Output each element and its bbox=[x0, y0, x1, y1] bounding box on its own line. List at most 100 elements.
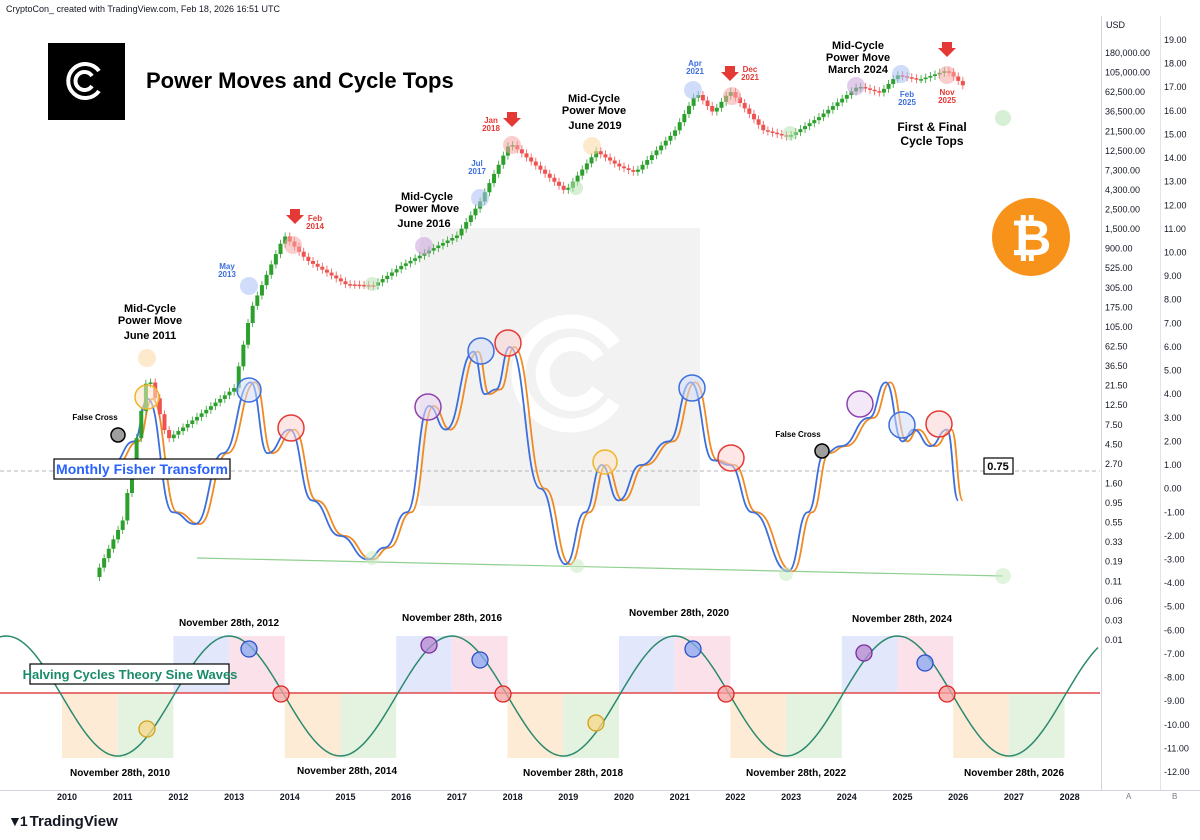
candle-body bbox=[589, 157, 594, 164]
candle-body bbox=[960, 80, 965, 86]
sine-marker bbox=[494, 685, 512, 703]
time-axis-label: 2027 bbox=[1004, 792, 1024, 802]
bitcoin-icon bbox=[992, 198, 1070, 276]
candle-body bbox=[190, 420, 195, 424]
price-axis-label: 7.50 bbox=[1105, 420, 1123, 430]
sine-marker bbox=[684, 640, 702, 658]
price-axis-label: 62.50 bbox=[1105, 342, 1128, 352]
candle-body bbox=[301, 251, 306, 257]
candle-body bbox=[329, 272, 334, 276]
price-axis-label: 21.50 bbox=[1105, 381, 1128, 391]
candle-body bbox=[626, 168, 631, 171]
fisher-transform-line bbox=[111, 346, 960, 573]
candle-body bbox=[580, 169, 585, 176]
candle-body bbox=[756, 119, 761, 125]
osc-axis-label: 14.00 bbox=[1164, 153, 1187, 163]
candle-body bbox=[431, 248, 436, 251]
candle-body bbox=[631, 170, 636, 172]
candle-body bbox=[705, 100, 710, 107]
marker-power-2019 bbox=[583, 137, 601, 155]
candle-body bbox=[561, 185, 566, 190]
candle-body bbox=[264, 274, 269, 286]
candle-body bbox=[640, 164, 645, 170]
false-cross-marker-1 bbox=[110, 427, 126, 443]
candle-body bbox=[543, 169, 548, 174]
osc-axis-label: -2.00 bbox=[1164, 531, 1185, 541]
halving-label-2022: November 28th, 2022 bbox=[746, 768, 846, 779]
candle-body bbox=[612, 160, 617, 164]
candle-body bbox=[97, 567, 102, 578]
candle-body bbox=[677, 122, 682, 131]
candle-body bbox=[519, 149, 524, 154]
sine-marker bbox=[938, 685, 956, 703]
candle-body bbox=[691, 97, 696, 106]
halving-labels: November 28th, 2012 November 28th, 2016 … bbox=[70, 608, 1064, 779]
candle-body bbox=[102, 558, 107, 568]
candle-body bbox=[501, 155, 506, 165]
osc-axis-label: -5.00 bbox=[1164, 602, 1185, 612]
candle-body bbox=[803, 126, 808, 130]
osc-axis-label: 7.00 bbox=[1164, 318, 1182, 328]
candle-body bbox=[798, 129, 803, 133]
candle-body bbox=[413, 258, 418, 261]
price-axis-label: 2,500.00 bbox=[1105, 205, 1140, 215]
halving-box-orange bbox=[284, 693, 341, 758]
annotation-nov-2025-b: 2025 bbox=[938, 96, 956, 105]
time-axis-label: 2011 bbox=[113, 792, 133, 802]
annotation-mid-cycle-2016-title: Mid-Cycle bbox=[401, 191, 453, 203]
price-axis-label: 0.33 bbox=[1105, 537, 1123, 547]
candle-body bbox=[334, 275, 339, 279]
annotation-mid-cycle-2019-sub: Power Move bbox=[562, 105, 626, 117]
candle-body bbox=[566, 187, 571, 190]
candle-body bbox=[227, 391, 232, 396]
candle-body bbox=[919, 79, 924, 81]
halving-label-2026: November 28th, 2026 bbox=[964, 768, 1064, 779]
marker-top-2025a bbox=[892, 65, 910, 83]
annotation-mid-cycle-2019-title: Mid-Cycle bbox=[568, 93, 620, 105]
candle-body bbox=[487, 183, 492, 193]
candle-body bbox=[622, 166, 626, 169]
candle-body bbox=[148, 382, 153, 384]
osc-axis-label: 11.00 bbox=[1164, 224, 1186, 234]
candle-body bbox=[868, 88, 873, 90]
price-axis-label: 0.11 bbox=[1105, 576, 1122, 586]
price-axis-label: 62,500.00 bbox=[1105, 87, 1145, 97]
candle-body bbox=[886, 83, 891, 89]
price-axis-toggle[interactable]: A bbox=[1126, 792, 1132, 801]
cryptocon-logo-icon bbox=[48, 43, 125, 120]
sine-panel-label-box bbox=[29, 663, 230, 685]
candle-body bbox=[352, 284, 357, 286]
annotation-may-2013-b: 2013 bbox=[218, 270, 236, 279]
marker-power-2024 bbox=[847, 77, 865, 95]
halving-box-green bbox=[1008, 693, 1065, 758]
osc-axis-label: 19.00 bbox=[1164, 35, 1187, 45]
annotation-first-final-a: First & Final bbox=[897, 120, 966, 134]
candle-body bbox=[106, 548, 111, 559]
bitcoin-symbol: ₿ bbox=[1011, 209, 1052, 267]
candle-body bbox=[362, 284, 367, 287]
annotation-nov-2025-a: Nov bbox=[939, 88, 955, 97]
halving-box-orange bbox=[61, 693, 118, 758]
candle-body bbox=[403, 263, 408, 266]
osc-axis: 19.00 18.00 17.00 16.00 15.00 14.00 13.00 12.00… bbox=[1164, 35, 1190, 777]
candle-body bbox=[445, 240, 450, 244]
annotation-dec-2021-b: 2021 bbox=[741, 73, 759, 82]
candle-body bbox=[816, 117, 821, 121]
candle-body bbox=[812, 120, 817, 124]
annotation-mid-cycle-2011-date: June 2011 bbox=[124, 330, 177, 342]
fisher-marker-2014 bbox=[277, 414, 305, 442]
candle-body bbox=[320, 266, 325, 270]
candle-body bbox=[250, 305, 255, 323]
annotation-jul-2017-b: 2017 bbox=[468, 167, 486, 176]
candle-body bbox=[222, 395, 227, 399]
fisher-marker-2013 bbox=[236, 377, 262, 403]
osc-axis-toggle[interactable]: B bbox=[1172, 792, 1178, 801]
candle-body bbox=[408, 260, 413, 264]
tradingview-brand[interactable]: ▼1 TradingView bbox=[8, 813, 118, 830]
osc-axis-label: -3.00 bbox=[1164, 554, 1185, 564]
candle-body bbox=[673, 130, 678, 136]
fisher-marker-2019 bbox=[592, 449, 618, 475]
time-axis-label: 2026 bbox=[948, 792, 968, 802]
price-axis-currency: USD bbox=[1106, 20, 1126, 30]
